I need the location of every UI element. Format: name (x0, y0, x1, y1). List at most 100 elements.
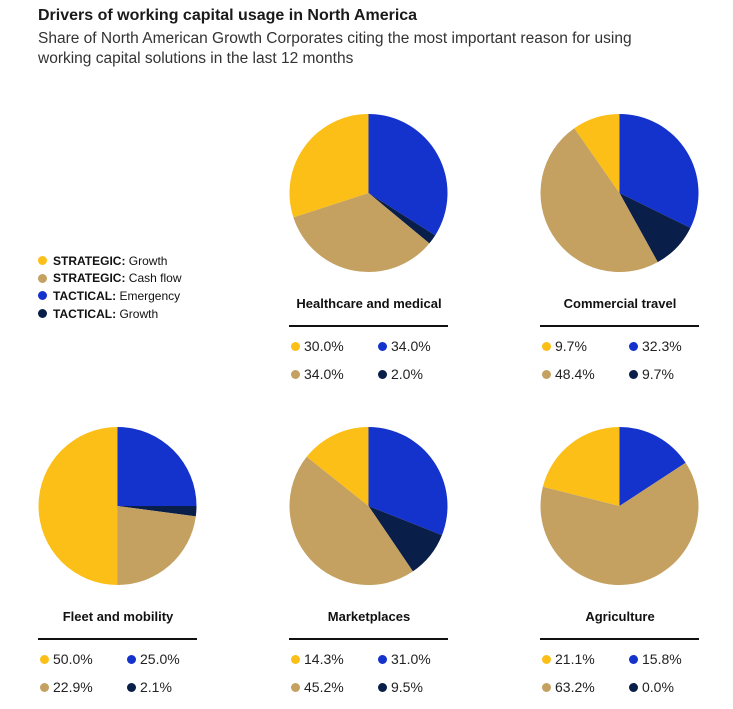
data-label: 48.4% (542, 366, 595, 382)
pie-chart (289, 427, 448, 585)
value-text: 50.0% (53, 651, 93, 667)
pie-slice (619, 427, 686, 506)
pie-slice (117, 427, 197, 506)
pie-slice (619, 114, 699, 228)
data-label: 0.0% (629, 679, 674, 695)
value-text: 14.3% (304, 651, 344, 667)
chart-title: Drivers of working capital usage in Nort… (38, 7, 418, 24)
legend-prefix: TACTICAL: (53, 306, 117, 321)
legend-dot (38, 273, 47, 283)
pie-slice (368, 427, 448, 536)
legend-item: TACTICAL: Emergency (38, 287, 181, 305)
value-text: 9.7% (642, 366, 674, 382)
legend-label: Emergency (119, 288, 181, 303)
legend-dot (38, 291, 47, 301)
pie-slice (540, 128, 658, 273)
value-text: 25.0% (140, 651, 180, 667)
pie-chart (289, 114, 448, 272)
value-text: 63.2% (555, 679, 595, 695)
series-dot (378, 654, 387, 664)
chart-subtitle: Share of North American Growth Corporate… (38, 30, 632, 67)
pie-slice (619, 193, 691, 263)
value-text: 2.1% (140, 679, 172, 695)
pie-chart (540, 427, 699, 585)
pie-slice (574, 114, 620, 193)
series-dot (127, 682, 136, 692)
legend-item: STRATEGIC: Cash flow (38, 270, 181, 288)
divider (38, 638, 197, 640)
data-label: 25.0% (127, 651, 180, 667)
value-text: 34.0% (391, 338, 431, 354)
pie-title: Agriculture (585, 609, 655, 624)
value-text: 30.0% (304, 338, 344, 354)
divider (289, 638, 448, 640)
value-text: 2.0% (391, 366, 423, 382)
pie-slice (293, 193, 430, 272)
data-label: 45.2% (291, 679, 344, 695)
data-label: 31.0% (378, 651, 431, 667)
series-dot (378, 682, 387, 692)
series-dot (291, 654, 300, 664)
data-label: 34.0% (378, 338, 431, 354)
pie-slice (38, 427, 118, 585)
pie-title: Healthcare and medical (296, 296, 442, 311)
pie-slice (289, 456, 413, 585)
legend-prefix: TACTICAL: (53, 288, 117, 303)
series-dot (291, 341, 300, 351)
pie-title: Commercial travel (563, 296, 677, 311)
value-text: 32.3% (642, 338, 682, 354)
value-text: 34.0% (304, 366, 344, 382)
legend-item: TACTICAL: Growth (38, 305, 181, 323)
value-text: 15.8% (642, 651, 682, 667)
value-text: 0.0% (642, 679, 674, 695)
series-dot (542, 682, 551, 692)
series-dot (291, 682, 300, 692)
series-dot (629, 341, 638, 351)
data-label: 9.7% (629, 366, 674, 382)
legend-prefix: STRATEGIC: (53, 271, 126, 286)
data-label: 2.1% (127, 679, 172, 695)
divider (540, 325, 699, 327)
data-label: 2.0% (378, 366, 423, 382)
series-dot (542, 341, 551, 351)
value-text: 31.0% (391, 651, 431, 667)
pie-slice (542, 427, 620, 506)
series-dot (629, 654, 638, 664)
pie-title: Marketplaces (327, 609, 411, 624)
series-dot (629, 682, 638, 692)
value-text: 9.7% (555, 338, 587, 354)
divider (540, 638, 699, 640)
value-text: 21.1% (555, 651, 595, 667)
series-dot (127, 654, 136, 664)
pie-slice (368, 114, 448, 236)
value-text: 45.2% (304, 679, 344, 695)
legend-dot (38, 256, 47, 266)
data-label: 15.8% (629, 651, 682, 667)
data-label: 14.3% (291, 651, 344, 667)
value-text: 22.9% (53, 679, 93, 695)
series-dot (40, 682, 49, 692)
series-dot (378, 341, 387, 351)
data-label: 63.2% (542, 679, 595, 695)
data-label: 9.7% (542, 338, 587, 354)
series-dot (542, 654, 551, 664)
pie-slice (368, 193, 436, 244)
pie-slice (368, 506, 442, 572)
pie-chart (540, 114, 699, 273)
data-label: 32.3% (629, 338, 682, 354)
legend-item: STRATEGIC: Growth (38, 252, 181, 270)
pie-chart (38, 427, 197, 585)
series-dot (629, 369, 638, 379)
data-label: 34.0% (291, 366, 344, 382)
pie-slice (289, 114, 369, 218)
value-text: 48.4% (555, 366, 595, 382)
data-label: 30.0% (291, 338, 344, 354)
legend-label: Cash flow (128, 271, 182, 286)
pie-slice (540, 462, 699, 585)
divider (289, 325, 448, 327)
value-text: 9.5% (391, 679, 423, 695)
data-label: 21.1% (542, 651, 595, 667)
data-label: 9.5% (378, 679, 423, 695)
legend-label: Growth (119, 306, 159, 321)
